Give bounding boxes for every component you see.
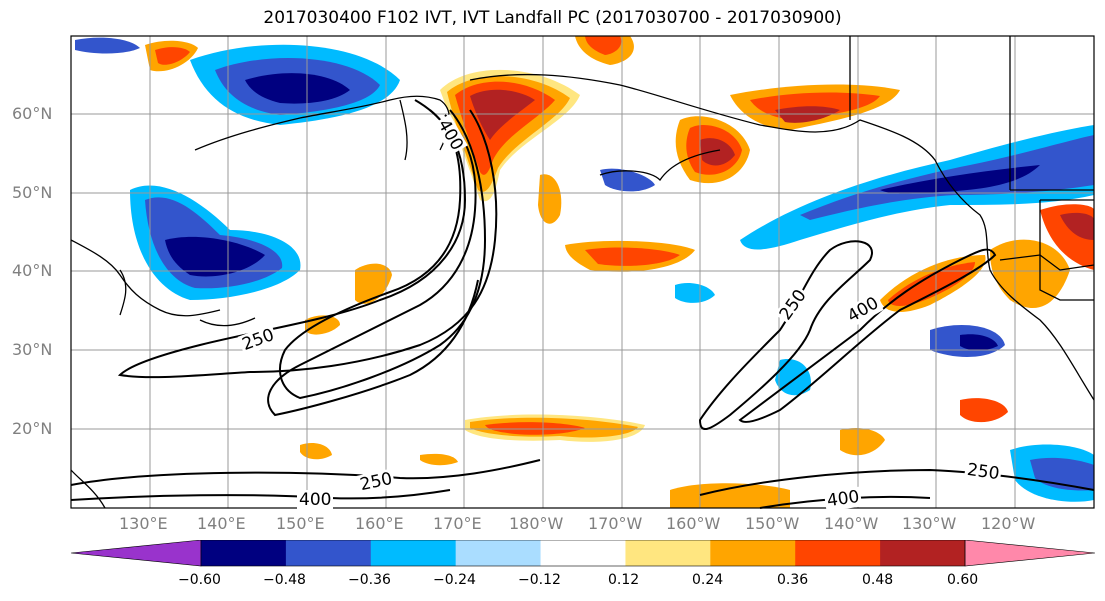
colorbar-cell xyxy=(880,540,966,566)
map-title: 2017030400 F102 IVT, IVT Landfall PC (20… xyxy=(263,8,842,28)
colorbar xyxy=(70,540,1096,567)
coastlines xyxy=(70,36,1095,509)
colorbar-cell xyxy=(625,540,711,566)
colorbar-cell xyxy=(455,540,542,566)
lon-label: 140°W xyxy=(824,514,879,533)
colorbar-tick: −0.60 xyxy=(178,572,221,588)
colorbar-cell xyxy=(964,540,1096,567)
lon-label: 160°W xyxy=(666,514,721,533)
colorbar-cell xyxy=(795,540,881,566)
colorbar-cell xyxy=(70,540,202,567)
lon-label: 150°W xyxy=(745,514,800,533)
lat-label: 30°N xyxy=(12,340,53,359)
colorbar-tick: 0.48 xyxy=(862,572,894,588)
lat-label: 20°N xyxy=(12,419,53,438)
colorbar-border xyxy=(200,540,966,567)
lon-label: 130°W xyxy=(902,514,957,533)
contour-label: 400 xyxy=(297,490,334,510)
lon-label: 130°E xyxy=(119,514,168,533)
lon-label: 170°E xyxy=(433,514,482,533)
lon-label: 150°E xyxy=(276,514,325,533)
shading xyxy=(75,36,1094,508)
lat-label: 40°N xyxy=(12,261,53,280)
lat-label: 60°N xyxy=(12,104,53,123)
colorbar-cell xyxy=(710,540,796,566)
colorbar-cell xyxy=(201,540,287,566)
colorbar-tick: 0.12 xyxy=(608,572,640,588)
colorbar-tick: −0.48 xyxy=(263,572,306,588)
lon-label: 180°W xyxy=(509,514,564,533)
lon-label: 140°E xyxy=(197,514,246,533)
colorbar-cell xyxy=(285,540,372,566)
colorbar-tick: −0.12 xyxy=(518,572,561,588)
colorbar-tick: −0.36 xyxy=(348,572,391,588)
colorbar-tick: 0.24 xyxy=(692,572,724,588)
lon-label: 160°E xyxy=(355,514,404,533)
lat-label: 50°N xyxy=(12,183,53,202)
colorbar-tick: 0.36 xyxy=(777,572,809,588)
lon-label: 170°W xyxy=(588,514,643,533)
colorbar-tick: 0.60 xyxy=(947,572,979,588)
plot-frame xyxy=(70,35,1095,509)
lon-label: 120°W xyxy=(981,514,1036,533)
colorbar-cell xyxy=(370,540,457,566)
colorbar-tick: −0.24 xyxy=(433,572,476,588)
colorbar-cell xyxy=(540,540,626,566)
